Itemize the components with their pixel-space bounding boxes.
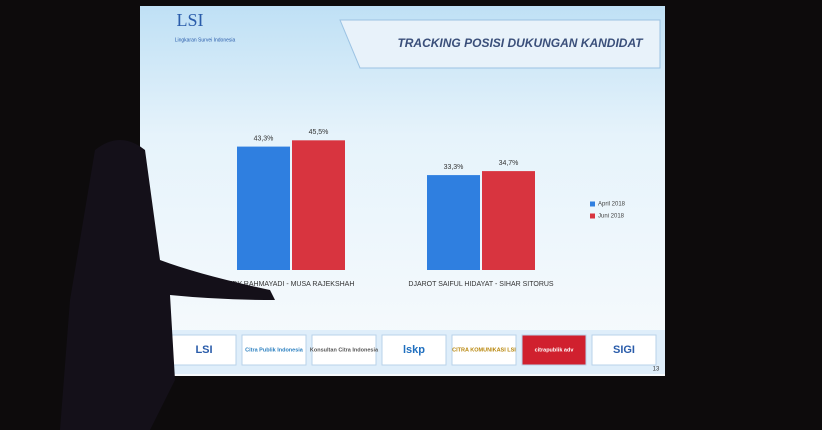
chart-title: TRACKING POSISI DUKUNGAN KANDIDAT [397, 36, 644, 50]
logo-name: Lingkaran Survei Indonesia [175, 37, 236, 43]
legend-marker [590, 201, 595, 207]
footer-logo-box [521, 334, 587, 366]
x-tick-label: EDY RAHMAYADI - MUSA RAJEKSHAH [228, 281, 355, 288]
data-label: 33,3% [444, 164, 464, 171]
legend-marker [590, 213, 595, 219]
data-label: 43,3% [254, 135, 274, 142]
footer-logo-box [451, 334, 517, 366]
bar [427, 175, 480, 270]
bar [237, 146, 290, 270]
presenter [60, 140, 275, 430]
x-tick-label: DJAROT SAIFUL HIDAYAT - SIHAR SITORUS [408, 281, 554, 288]
data-label: 45,5% [309, 129, 329, 136]
footer-logo-box [591, 334, 657, 366]
bar [292, 140, 345, 270]
footer-logo-box [381, 334, 447, 366]
footer-logo-box [241, 334, 307, 366]
footer-logo: SIGI [613, 344, 635, 356]
legend-label: April 2018 [598, 202, 626, 208]
footer-logo-box [171, 334, 237, 366]
data-label: 34,7% [499, 160, 519, 167]
title-banner [339, 19, 661, 69]
footer-logo: LSI [195, 344, 212, 356]
footer-logo: lskp [403, 344, 425, 356]
footer-logo: Citra Publik Indonesia [245, 347, 304, 353]
bar [482, 171, 535, 270]
logo-mark: LSI [177, 10, 204, 30]
footer-logo: citrapublik adv [535, 347, 575, 353]
chart: 43,3% 45,5% EDY RAHMAYADI - MUSA RAJEKSHAH… [228, 129, 626, 288]
legend-label: Juni 2018 [598, 214, 625, 220]
footer-logo: Konsultan Citra Indonesia [310, 347, 379, 353]
footer-logo: CITRA KOMUNIKASI LSI [452, 347, 516, 353]
footer-logos: LSI Citra Publik Indonesia Konsultan Citra… [171, 334, 657, 366]
footer-logo-box [311, 334, 377, 366]
page-number: 13 [653, 367, 660, 373]
